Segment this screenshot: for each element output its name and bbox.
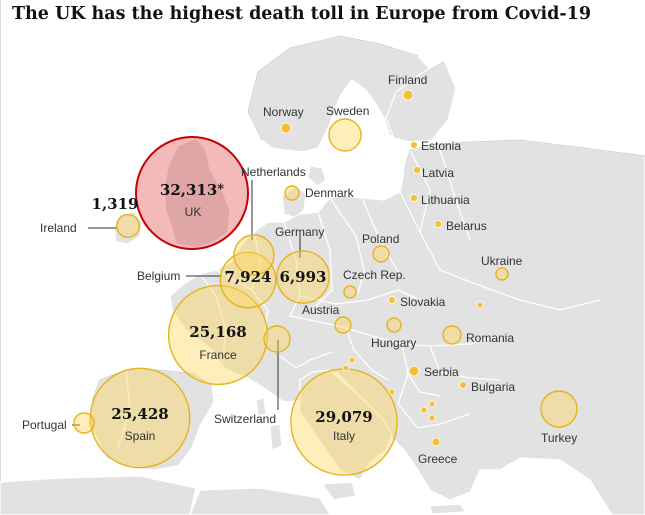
- label-latvia: Latvia: [422, 166, 455, 180]
- label-netherlands: Netherlands: [241, 165, 306, 179]
- bubble-unlabelled-7: [476, 301, 484, 309]
- bubble-serbia: [408, 365, 420, 377]
- bubble-denmark: [284, 185, 300, 201]
- value-uk: 32,313*: [160, 183, 224, 198]
- label-finland: Finland: [388, 73, 428, 87]
- label-germany: Germany: [275, 225, 325, 239]
- bubble-latvia: [413, 166, 421, 174]
- label-lithuania: Lithuania: [421, 193, 470, 207]
- label-ukraine: Ukraine: [481, 254, 523, 268]
- bubble-ireland: [115, 213, 140, 238]
- label-belarus: Belarus: [446, 219, 487, 233]
- label-estonia: Estonia: [421, 139, 462, 153]
- label-slovakia: Slovakia: [400, 295, 446, 309]
- bubble-unlabelled-6: [420, 406, 428, 414]
- bubble-hungary: [386, 317, 402, 333]
- bubble-estonia: [410, 141, 418, 149]
- label-turkey: Turkey: [541, 431, 578, 445]
- label-italy: Italy: [332, 429, 356, 443]
- bubble-unlabelled-2: [342, 364, 350, 372]
- value-germany: 6,993: [279, 268, 327, 286]
- label-serbia: Serbia: [424, 365, 459, 379]
- bubble-greece: [431, 437, 441, 447]
- left-border-rule: [0, 0, 1, 515]
- value-spain: 25,428: [111, 405, 169, 423]
- bubble-unlabelled-1: [348, 356, 356, 364]
- value-uk-number: 32,313: [159, 181, 218, 199]
- bubble-romania: [442, 325, 462, 345]
- bubble-lithuania: [410, 194, 418, 202]
- bubble-finland: [402, 89, 414, 101]
- bubble-spain: [89, 367, 191, 469]
- label-france: France: [199, 348, 237, 362]
- europe-map: [0, 35, 645, 515]
- label-denmark: Denmark: [305, 186, 354, 200]
- value-belgium: 7,924: [224, 268, 272, 286]
- bubble-norway: [280, 122, 292, 134]
- bubble-bulgaria: [459, 381, 467, 389]
- bubble-unlabelled-5: [428, 414, 436, 422]
- bubble-layer: [73, 89, 578, 476]
- land-layer: [0, 35, 645, 515]
- value-france: 25,168: [189, 323, 247, 341]
- border-layer: [117, 149, 601, 449]
- label-ireland: Ireland: [40, 221, 77, 235]
- value-italy: 29,079: [315, 408, 373, 426]
- label-switzerland: Switzerland: [214, 412, 277, 426]
- chart-title: The UK has the highest death toll in Eur…: [12, 4, 592, 24]
- bubble-sweden: [328, 118, 362, 152]
- bubble-unlabelled-4: [428, 400, 436, 408]
- label-belgium: Belgium: [137, 269, 181, 283]
- value-ireland: 1,319: [91, 195, 139, 213]
- bubble-unlabelled-3: [388, 388, 396, 396]
- label-portugal: Portugal: [22, 418, 67, 432]
- label-romania: Romania: [466, 331, 515, 345]
- bubble-austria: [334, 316, 352, 334]
- label-poland: Poland: [362, 232, 400, 246]
- bubble-turkey: [540, 390, 578, 428]
- bubble-czech-rep: [343, 285, 357, 299]
- bubble-ukraine: [495, 267, 509, 281]
- label-sweden: Sweden: [326, 104, 370, 118]
- bubble-netherlands: [233, 234, 275, 276]
- label-uk: UK: [184, 205, 202, 219]
- bubble-portugal: [73, 412, 95, 434]
- value-uk-asterisk: *: [217, 182, 225, 197]
- bubble-belarus: [434, 220, 442, 228]
- bubble-belgium: [219, 251, 277, 309]
- bubble-poland: [372, 245, 390, 263]
- label-greece: Greece: [418, 452, 458, 466]
- bubble-france: [167, 284, 269, 386]
- bubble-switzerland: [263, 325, 291, 353]
- bubble-slovakia: [388, 296, 396, 304]
- bubble-uk: [135, 136, 249, 250]
- label-hungary: Hungary: [371, 336, 417, 350]
- label-spain: Spain: [124, 429, 156, 443]
- bubble-germany: [276, 250, 330, 304]
- label-austria: Austria: [302, 303, 340, 317]
- label-norway: Norway: [263, 105, 304, 119]
- label-bulgaria: Bulgaria: [471, 380, 516, 394]
- label-czech-rep: Czech Rep.: [343, 268, 406, 282]
